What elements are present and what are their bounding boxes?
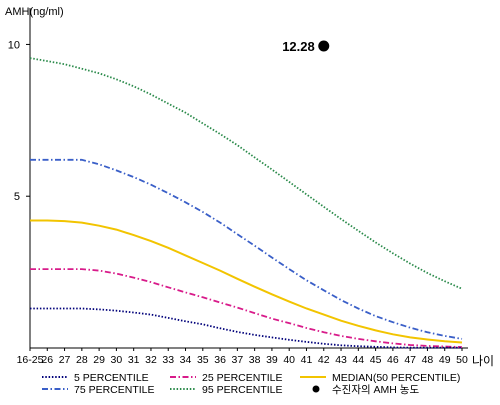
x-tick-label: 32 [145, 354, 157, 366]
series-line [30, 158, 463, 340]
legend-point-swatch [312, 385, 320, 393]
legend-point-label: 수진자의 AMH 농도 [332, 384, 419, 396]
x-tick-label: 28 [76, 354, 88, 366]
legend-label: 95 PERCENTILE [202, 384, 283, 396]
x-tick-label: 45 [370, 354, 382, 366]
x-tick-label: 39 [266, 354, 278, 366]
series-line [30, 219, 463, 344]
x-tick-label: 42 [318, 354, 330, 366]
x-tick-label: 34 [180, 354, 192, 366]
x-tick-label: 36 [214, 354, 226, 366]
x-tick-label: 40 [283, 354, 295, 366]
x-tick-label: 16-25 [17, 354, 44, 366]
x-tick-label: 47 [404, 354, 416, 366]
patient-amh-point [318, 40, 330, 52]
x-tick-label: 48 [422, 354, 434, 366]
x-tick-label: 49 [439, 354, 451, 366]
x-tick-label: 46 [387, 354, 399, 366]
x-tick-label: 50 [456, 354, 468, 366]
x-tick-label: 41 [301, 354, 313, 366]
x-tick-label: 38 [249, 354, 261, 366]
x-tick-label: 26 [41, 354, 53, 366]
x-tick-label: 29 [93, 354, 105, 366]
y-axis-label: AMH(ng/ml) [5, 6, 64, 18]
x-tick-label: 43 [335, 354, 347, 366]
legend-label: MEDIAN(50 PERCENTILE) [332, 372, 460, 384]
legend-label: 25 PERCENTILE [202, 372, 283, 384]
legend-label: 75 PERCENTILE [74, 384, 155, 396]
x-tick-label: 37 [232, 354, 244, 366]
legend-label: 5 PERCENTILE [74, 372, 149, 384]
x-axis-label: 나이 [472, 354, 494, 368]
x-tick-label: 30 [111, 354, 123, 366]
x-tick-label: 44 [352, 354, 364, 366]
series-line [30, 268, 463, 348]
y-tick-label: 5 [14, 191, 20, 203]
series-line [30, 307, 462, 349]
series-line [29, 57, 463, 290]
patient-amh-value-label: 12.28 [282, 39, 315, 54]
x-tick-label: 27 [59, 354, 71, 366]
x-tick-label: 33 [162, 354, 174, 366]
x-tick-label: 35 [197, 354, 209, 366]
x-tick-label: 31 [128, 354, 140, 366]
y-tick-label: 10 [8, 39, 20, 51]
